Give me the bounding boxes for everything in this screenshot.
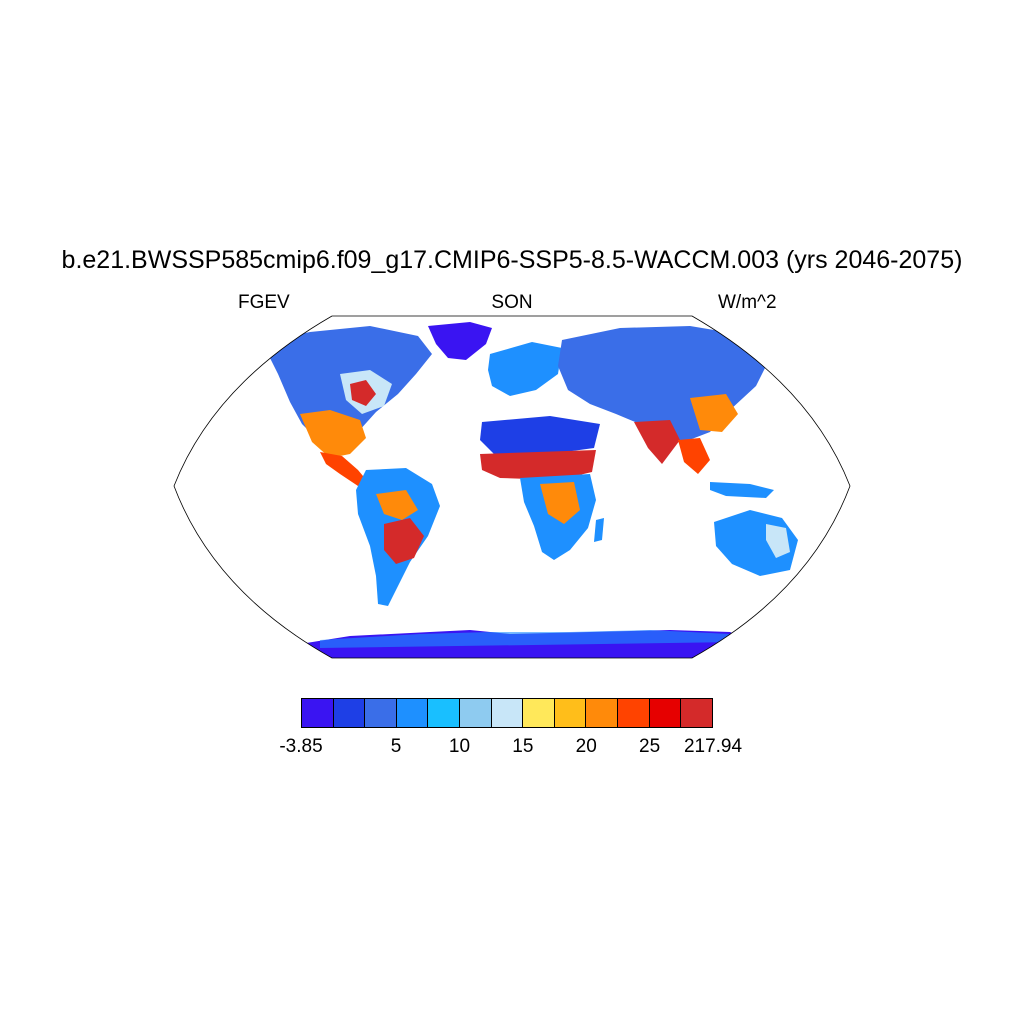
units-label: W/m^2	[718, 292, 777, 313]
variable-label: FGEV	[238, 292, 290, 313]
indonesia-region	[710, 482, 774, 498]
colorbar-tick-label: 20	[575, 736, 597, 757]
colorbar-swatch	[553, 698, 587, 728]
north-america-south	[300, 410, 366, 458]
colorbar-swatch	[364, 698, 397, 728]
colorbar-tick-label: 25	[639, 736, 661, 757]
antarctica-edge	[320, 630, 740, 648]
colorbar-tick-label: 217.94	[683, 736, 743, 757]
new-zealand-region	[806, 564, 822, 592]
colorbar	[301, 698, 713, 728]
season-label: SON	[491, 292, 533, 313]
colorbar-swatch	[301, 698, 334, 728]
north-america-hot	[350, 380, 376, 406]
australia-east	[766, 524, 790, 558]
colorbar-swatch	[427, 698, 461, 728]
colorbar-tick-label: 5	[390, 736, 402, 757]
central-america-region	[320, 452, 368, 486]
plot-title: b.e21.BWSSP585cmip6.f09_g17.CMIP6-SSP5-8…	[61, 246, 963, 274]
colorbar-swatch	[459, 698, 492, 728]
colorbar-swatch	[490, 698, 524, 728]
south-america-hot	[384, 518, 424, 564]
greenland-region	[428, 322, 492, 360]
colorbar-tick-label: 15	[512, 736, 534, 757]
colorbar-swatch	[680, 698, 713, 728]
colorbar-swatch	[332, 698, 366, 728]
sahel-band	[480, 450, 596, 480]
globe-outline	[173, 315, 851, 659]
colorbar-swatch	[522, 698, 555, 728]
colorbar-tick-label: 10	[448, 736, 471, 757]
south-asia-hot	[634, 420, 680, 464]
southeast-asia-warm	[678, 438, 710, 474]
colorbar-swatch	[585, 698, 619, 728]
madagascar-region	[594, 518, 604, 542]
southern-africa-warm	[540, 482, 580, 524]
sahara-region	[480, 416, 600, 454]
colorbar-swatch	[617, 698, 650, 728]
colorbar-tick-label: -3.85	[279, 736, 323, 757]
colorbar-swatch	[648, 698, 682, 728]
asia-east-warm	[690, 394, 738, 432]
colorbar-swatch	[395, 698, 429, 728]
south-america-warm	[376, 490, 418, 520]
world-map	[173, 315, 851, 659]
europe-region	[488, 342, 562, 396]
